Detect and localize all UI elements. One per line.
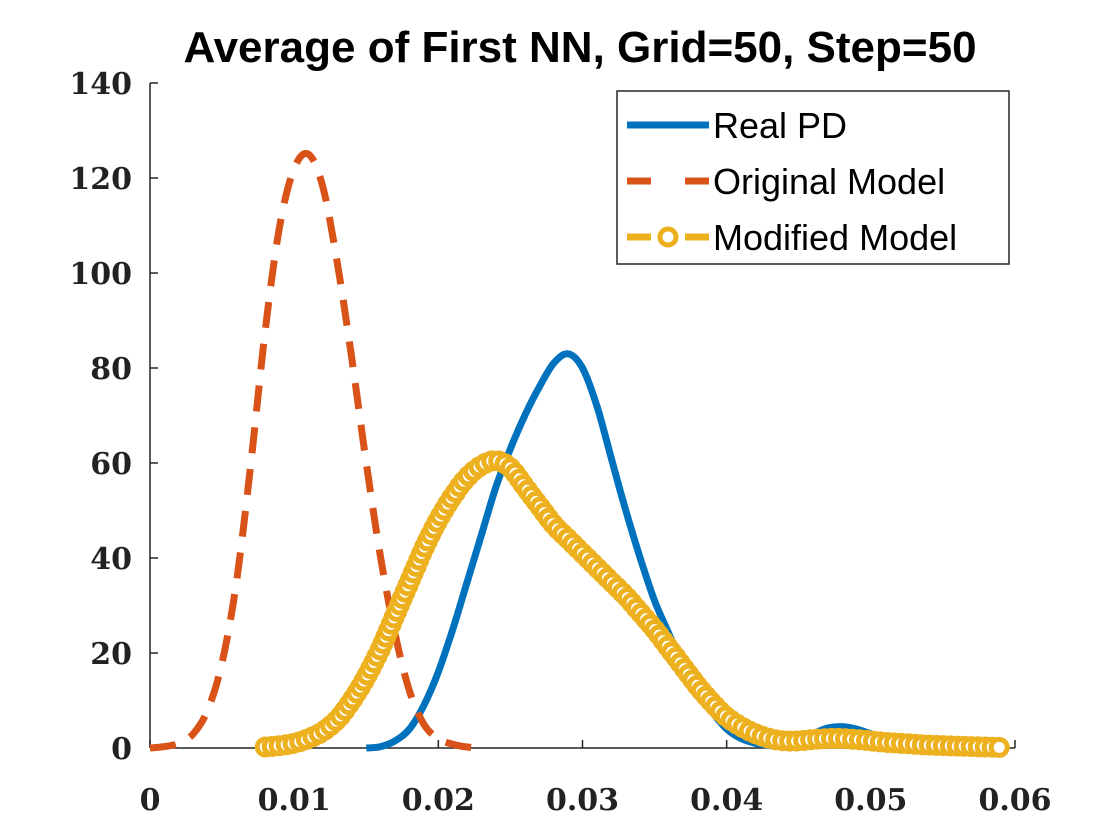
x-tick-label: 0.03	[546, 783, 619, 818]
series-real-pd	[366, 350, 901, 752]
series-modified-model	[254, 450, 1010, 758]
series-line-original-model	[149, 149, 482, 752]
y-tick-label: 140	[69, 67, 132, 102]
legend-box	[616, 90, 1010, 265]
legend-label-modified-model: Modified Model	[713, 217, 957, 258]
legend-label-original-model: Original Model	[713, 161, 945, 202]
x-tick-label: 0.01	[258, 783, 331, 818]
y-tick-label: 100	[69, 257, 132, 292]
y-tick-label: 40	[90, 542, 132, 577]
x-tick-label: 0.04	[690, 783, 763, 818]
legend-label-real-pd: Real PD	[713, 105, 847, 146]
axes: 0 0.01 0.02 0.03 0.04 0.05 0.06 0 20 40 60 80 100 120…	[69, 67, 1051, 818]
y-tick-label: 60	[90, 447, 132, 482]
x-tick-label: 0.06	[978, 783, 1051, 818]
chart-title: Average of First NN, Grid=50, Step=50	[183, 23, 976, 72]
series-line-real-pd	[366, 350, 901, 752]
y-tick-label: 80	[90, 352, 132, 387]
data-point-modified-model	[988, 736, 1010, 758]
y-tick-label: 20	[90, 637, 132, 672]
y-tick-label: 0	[111, 732, 132, 767]
legend: Real PD Original Model Modified Model	[616, 90, 1010, 265]
legend-marker-modified-model	[657, 226, 679, 248]
series-layer	[149, 149, 1010, 758]
y-tick-label: 120	[69, 162, 132, 197]
x-tick-label: 0.05	[834, 783, 907, 818]
x-tick-label: 0.02	[402, 783, 475, 818]
series-original-model	[149, 149, 482, 752]
x-tick-label: 0	[140, 783, 161, 818]
